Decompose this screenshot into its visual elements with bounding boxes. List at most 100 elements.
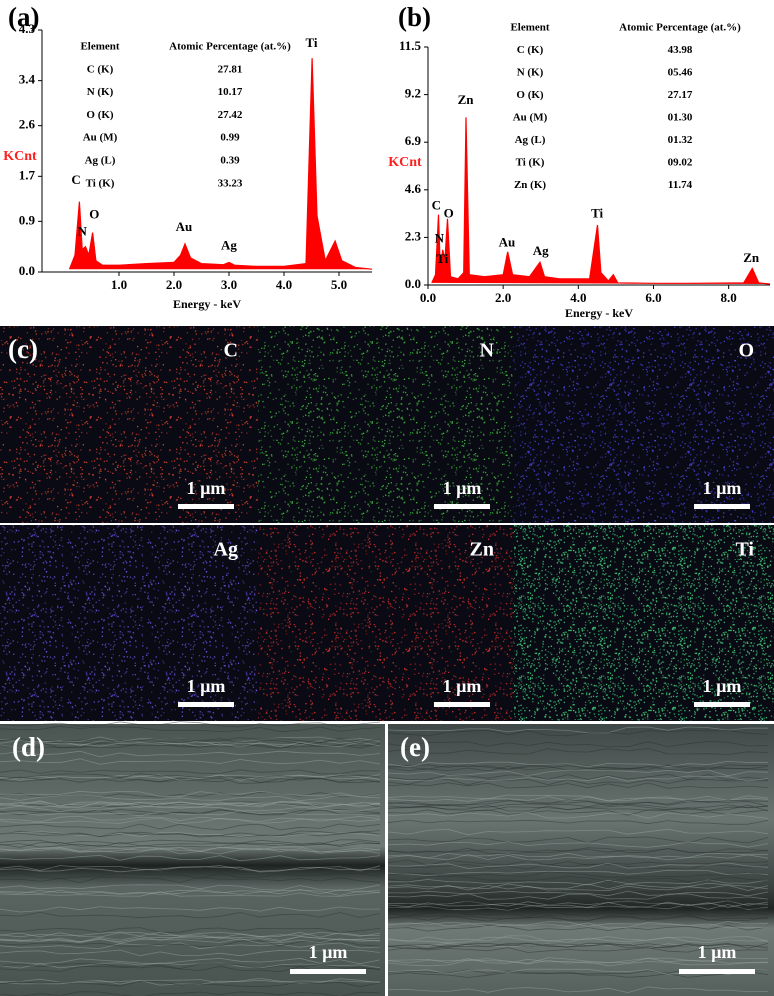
sem-texture	[387, 765, 769, 772]
sem-texture	[0, 794, 381, 802]
panel-label: (c)	[8, 334, 38, 364]
sem-texture	[0, 979, 381, 986]
sem-texture	[387, 778, 769, 786]
scale-bar-label: 1 µm	[443, 676, 482, 696]
table-cell: O (K)	[516, 89, 544, 101]
sem-texture	[0, 846, 381, 853]
table-cell: Ti (K)	[86, 177, 115, 189]
sem-texture	[387, 947, 769, 953]
sem-texture	[0, 805, 381, 812]
sem-texture	[387, 900, 769, 907]
table-cell: O (K)	[86, 109, 114, 121]
peak-label: N	[435, 230, 445, 245]
sem-texture	[0, 750, 381, 758]
sem-texture	[0, 872, 381, 879]
y-axis-label: KCnt	[3, 149, 37, 164]
x-tick-label: 6.0	[645, 290, 661, 305]
sem-texture	[0, 847, 381, 855]
sem-texture	[0, 963, 381, 970]
sem-texture	[387, 847, 769, 854]
sem-texture	[387, 764, 769, 771]
sem-texture	[387, 971, 769, 978]
sem-texture	[0, 774, 381, 782]
sem-texture	[0, 866, 381, 873]
sem-texture	[387, 910, 769, 917]
panel-divider	[385, 724, 388, 996]
table-cell: 10.17	[218, 86, 243, 98]
scale-bar	[178, 702, 234, 707]
table-cell: 27.42	[218, 109, 243, 121]
peak-label: Zn	[743, 250, 760, 265]
peak-label: C	[71, 172, 80, 187]
sem-texture	[387, 852, 769, 859]
sem-texture	[387, 943, 769, 950]
sem-texture	[0, 940, 381, 948]
sem-texture	[387, 747, 769, 755]
sem-texture	[387, 893, 769, 900]
table-header: Atomic Percentage (at.%)	[169, 41, 291, 53]
element-label: Ag	[214, 539, 238, 561]
y-axis-label: KCnt	[388, 155, 422, 170]
sem-texture	[387, 812, 769, 819]
sem-texture	[387, 741, 769, 748]
x-tick-label: 5.0	[331, 277, 347, 292]
sem-texture	[0, 758, 381, 765]
sem-texture	[0, 911, 381, 919]
sem-texture	[387, 986, 769, 994]
sem-texture	[387, 760, 769, 768]
sem-texture	[0, 991, 381, 996]
sem-texture	[0, 889, 381, 896]
table-cell: 01.30	[668, 112, 693, 124]
element-map	[0, 326, 258, 523]
sem-texture	[0, 721, 381, 728]
sem-texture	[0, 949, 381, 957]
element-map	[258, 326, 514, 523]
scale-bar	[434, 504, 490, 509]
sem-texture	[387, 890, 769, 897]
table-cell: Ti (K)	[516, 157, 545, 169]
sem-texture	[387, 957, 769, 964]
element-map	[0, 525, 258, 721]
element-label: C	[224, 340, 238, 362]
table-cell: 0.99	[220, 132, 240, 144]
sem-texture	[387, 935, 769, 942]
sem-texture	[387, 775, 769, 782]
sem-texture	[387, 809, 769, 816]
sem-texture	[0, 935, 381, 943]
table-header: Atomic Percentage (at.%)	[619, 22, 741, 34]
sem-texture	[0, 823, 381, 831]
sem-texture	[0, 927, 381, 934]
peak-label: O	[89, 207, 99, 222]
table-header: Element	[80, 41, 119, 53]
element-label: N	[480, 340, 495, 362]
sem-texture	[0, 737, 381, 744]
sem-texture	[0, 937, 381, 944]
peak-label: Ti	[591, 206, 603, 221]
sem-texture	[387, 896, 769, 904]
scale-bar	[434, 702, 490, 707]
element-map	[258, 525, 514, 721]
sem-texture	[387, 769, 769, 777]
table-cell: 01.32	[668, 134, 693, 146]
sem-texture	[387, 862, 769, 869]
y-tick-label: 0.9	[19, 212, 36, 227]
sem-texture	[0, 888, 381, 895]
scale-bar-label: 1 µm	[309, 942, 348, 962]
y-tick-label: 4.3	[19, 21, 36, 36]
sem-texture	[0, 891, 381, 897]
spectrum	[68, 58, 373, 270]
peak-label: Au	[176, 219, 193, 234]
x-tick-label: 2.0	[166, 277, 182, 292]
table-cell: 11.74	[668, 179, 693, 191]
sem-texture	[0, 840, 381, 848]
sem-texture	[0, 810, 381, 817]
sem-texture	[387, 906, 769, 913]
peak-label: Ag	[533, 243, 549, 258]
table-cell: C (K)	[87, 63, 114, 75]
sem-texture	[0, 769, 381, 775]
sem-texture	[0, 800, 381, 807]
sem-texture	[387, 794, 769, 802]
sem-texture	[387, 869, 769, 877]
table-cell: 33.23	[218, 177, 243, 189]
